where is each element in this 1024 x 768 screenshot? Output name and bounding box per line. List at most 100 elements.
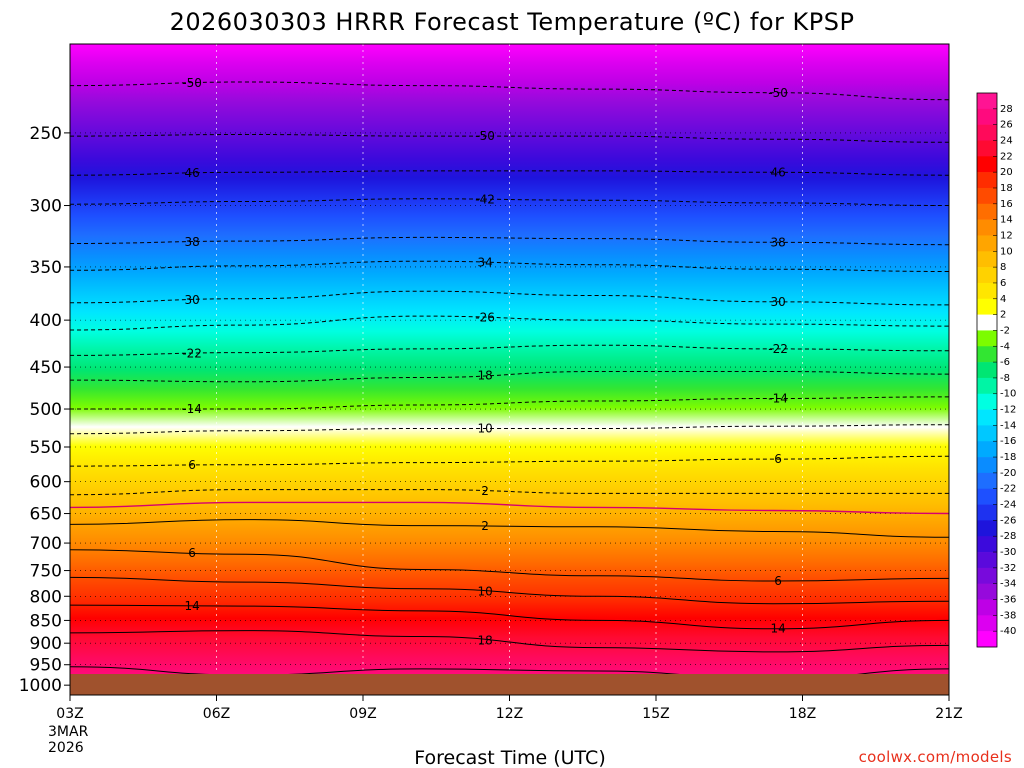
y-tick-label: 850 (30, 611, 62, 631)
isotherm-label: -42 (475, 192, 495, 206)
ground-surface (70, 674, 949, 695)
isotherm-label: -14 (768, 391, 788, 405)
x-tick-label: 15Z (642, 706, 669, 722)
colorbar-legend: 28 26 24 22 20 18 16 14 12 10 8 6 4 2 -2 -4 -6 -8 -10 -12 -1… (976, 92, 1016, 648)
colorbar-swatch (977, 282, 997, 300)
isotherm-line (70, 396, 950, 410)
isotherm-label: 18 (477, 634, 492, 648)
colorbar-swatch (977, 314, 997, 331)
isotherm-line (69, 489, 949, 496)
colorbar-tick-label: -20 (1000, 468, 1016, 479)
isotherm-label: -50 (475, 129, 495, 143)
isotherm-line (69, 549, 950, 582)
colorbar-tick-label: 2 (1000, 310, 1006, 321)
isotherm-label: -50 (768, 86, 788, 100)
colorbar-swatch (977, 631, 997, 648)
isotherm-line (69, 344, 950, 356)
isotherm-label: 6 (774, 452, 782, 466)
isotherm-label: 10 (477, 421, 492, 435)
y-tick-label: 300 (30, 197, 62, 217)
y-tick-label: 400 (30, 311, 62, 331)
isotherm-label: 14 (184, 599, 199, 613)
y-tick-label: 350 (30, 258, 62, 278)
colorbar-swatch (977, 267, 997, 284)
isotherm-line (69, 630, 950, 653)
credit-link[interactable]: coolwx.com/models (859, 748, 1012, 766)
colorbar-tick-label: 22 (1000, 151, 1013, 162)
colorbar-tick-label: 18 (1000, 183, 1013, 194)
y-tick-label: 450 (30, 358, 62, 378)
colorbar-tick-label: -36 (1000, 595, 1016, 606)
colorbar-tick-label: -14 (1000, 420, 1016, 431)
y-tick-label: 550 (30, 438, 62, 458)
colorbar-tick-label: 4 (1000, 294, 1006, 305)
colorbar-swatch (977, 93, 997, 110)
colorbar-swatch (977, 393, 997, 410)
y-tick-label: 650 (30, 505, 62, 525)
colorbar-swatch (977, 219, 997, 236)
colorbar-tick-label: -8 (1000, 373, 1010, 384)
x-date-year: 2026 (48, 740, 84, 756)
colorbar-tick-label: -38 (1000, 610, 1016, 621)
isotherm-line (69, 170, 950, 176)
x-date-day: 3MAR (48, 724, 89, 740)
colorbar-swatch (977, 441, 997, 458)
colorbar-swatch (977, 599, 997, 616)
isotherm-label: -22 (768, 342, 788, 356)
colorbar-tick-label: -24 (1000, 500, 1016, 511)
y-tick-label: 800 (30, 587, 62, 607)
isotherm-label: 34 (477, 255, 492, 269)
colorbar-tick-label: -26 (1000, 515, 1016, 526)
colorbar-swatch (977, 488, 997, 505)
colorbar-frame (976, 92, 998, 648)
isotherm-line (69, 604, 950, 630)
isotherm-line (69, 576, 950, 605)
colorbar-tick-label: 6 (1000, 278, 1006, 289)
x-tick-label: 18Z (789, 706, 816, 722)
colorbar-tick-label: 14 (1000, 215, 1013, 226)
isotherm-label: 18 (477, 368, 492, 382)
isotherm-contours: -50 -50 -50 46 46 -42 38 38 34 30 30 -26 -22 -22 18 -14… (69, 76, 950, 680)
isotherm-label: -26 (475, 311, 495, 325)
colorbar-swatch (977, 457, 997, 474)
isotherm-label: 6 (188, 546, 196, 560)
isotherm-label: 38 (770, 235, 785, 249)
colorbar-tick-label: -40 (1000, 626, 1016, 637)
colorbar-swatch (977, 156, 997, 173)
colorbar-tick-label: -18 (1000, 452, 1016, 463)
colorbar-tick-label: -30 (1000, 547, 1016, 558)
x-tick-label: 21Z (935, 706, 962, 722)
colorbar-swatch (977, 298, 997, 315)
colorbar-tick-label: -16 (1000, 436, 1016, 447)
x-tick-label: 03Z (56, 706, 83, 722)
y-tick-label: 900 (30, 634, 62, 654)
isotherm-line (69, 315, 950, 331)
colorbar-swatch (977, 203, 997, 220)
isotherm-label: 14 (770, 622, 785, 636)
colorbar-tick-label: -12 (1000, 405, 1016, 416)
colorbar-tick-label: -34 (1000, 579, 1016, 590)
colorbar-tick-label: 10 (1000, 246, 1013, 257)
y-tick-label: 1000 (19, 676, 62, 696)
x-axis-label: Forecast Time (UTC) (414, 747, 605, 768)
colorbar-tick-label: -28 (1000, 531, 1016, 542)
colorbar-tick-label: -10 (1000, 389, 1016, 400)
chart-title: 2026030303 HRRR Forecast Temperature (ºC… (170, 8, 855, 36)
isotherm-line (69, 501, 950, 515)
y-tick-label: 600 (30, 473, 62, 493)
colorbar-swatch (977, 583, 997, 600)
y-axis: 250 300 350 400 450 500 550 600 650 700 750 800 850 9… (19, 124, 70, 696)
isotherm-label: 2 (481, 519, 489, 533)
colorbar-tick-label: 16 (1000, 199, 1013, 210)
colorbar-swatch (977, 362, 997, 379)
colorbar-swatch (977, 567, 997, 584)
colorbar-swatch (977, 409, 997, 426)
x-tick-label: 12Z (496, 706, 523, 722)
isotherm-label: -22 (182, 346, 202, 360)
isotherm-line (69, 81, 950, 101)
colorbar-swatch (977, 140, 997, 157)
isotherm-label: -14 (182, 402, 202, 416)
isotherm-label: 30 (184, 293, 199, 307)
colorbar-swatch (977, 504, 997, 521)
colorbar-swatch (977, 108, 997, 125)
